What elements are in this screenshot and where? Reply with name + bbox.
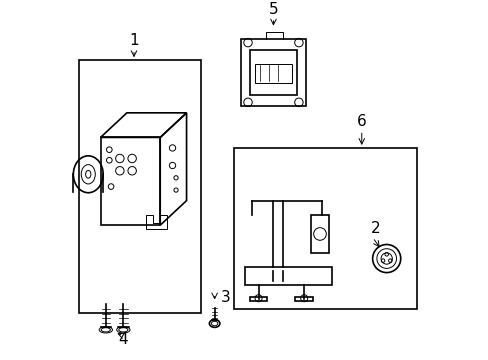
Text: 2: 2 [370,221,380,236]
Bar [249,297,267,301]
Text: 1: 1 [129,33,139,48]
Bar [241,39,305,106]
Bar [249,50,297,95]
Bar [255,64,291,83]
Bar [80,60,200,313]
Text: 6: 6 [356,114,366,129]
Text: 5: 5 [268,2,278,17]
Text: 4: 4 [118,332,128,347]
Bar [233,148,416,310]
Bar [310,215,328,253]
Text: 3: 3 [220,290,229,305]
Bar [295,297,312,301]
Bar [244,267,332,285]
